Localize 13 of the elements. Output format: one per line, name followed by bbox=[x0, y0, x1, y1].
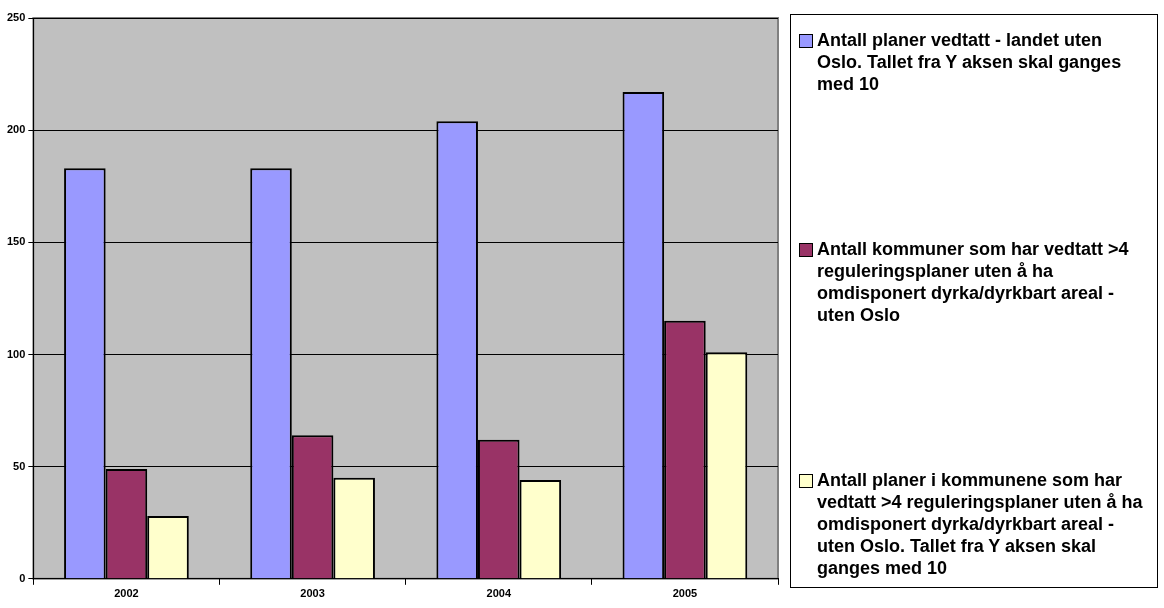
y-tick-label: 50 bbox=[13, 459, 26, 472]
y-tick-label: 200 bbox=[6, 123, 26, 136]
y-tick-label: 250 bbox=[6, 11, 26, 24]
x-tick-label: 2004 bbox=[486, 587, 512, 600]
y-tick-label: 150 bbox=[6, 235, 26, 248]
legend-label: Antall kommuner som har vedtatt >4 reguleringsplaner uten å ha omdisponert dyrka/dyrkbart areal - uten Oslo bbox=[817, 238, 1130, 326]
legend-label: Antall planer vedtatt - landet uten Oslo. Tallet fra Y aksen skal ganges med 10 bbox=[817, 29, 1123, 95]
legend-label: Antall planer i kommunene som har vedtatt >4 reguleringsplaner uten å ha omdisponert dyrka/dyrkbart areal - uten Oslo. Tallet fra Y aksen skal ganges med 10 bbox=[817, 469, 1144, 579]
x-tick-label: 2005 bbox=[672, 587, 698, 600]
y-tick-label: 100 bbox=[6, 347, 26, 360]
y-tick-label: 0 bbox=[19, 571, 26, 584]
x-tick-label: 2002 bbox=[114, 587, 139, 600]
x-tick-label: 2003 bbox=[300, 587, 325, 600]
